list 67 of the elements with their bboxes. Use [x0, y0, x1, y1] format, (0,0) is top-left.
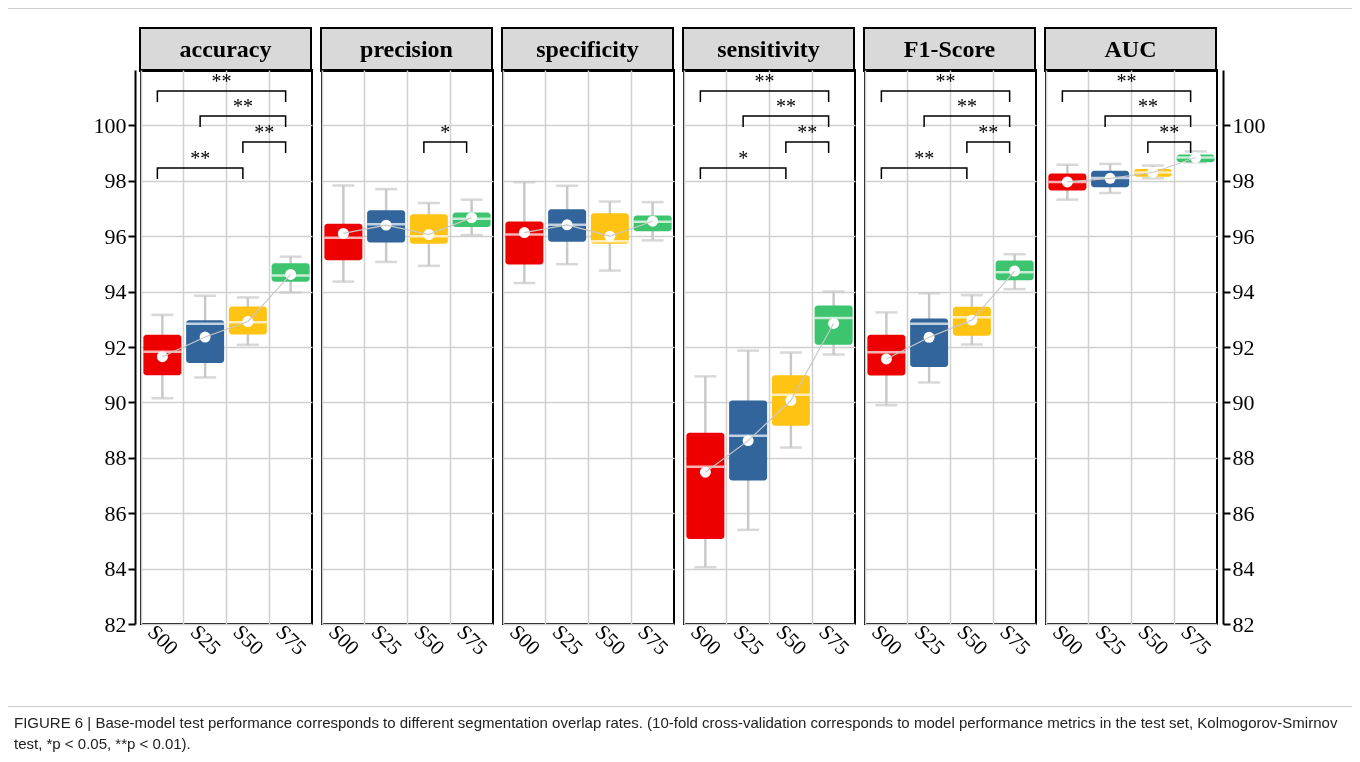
y-tick-label: 94: [104, 279, 127, 305]
x-tick-label: S25: [1090, 619, 1131, 660]
y-tick-label: 88: [104, 445, 127, 471]
annotation: **: [254, 121, 275, 143]
x-tick-label: S00: [505, 619, 546, 660]
y-tick-label: 90: [104, 389, 127, 415]
x-tick-label: S25: [185, 619, 226, 660]
annotation: *: [440, 121, 451, 143]
y-tick-label: 92: [1232, 334, 1255, 360]
x-tick-label: S50: [1133, 619, 1174, 660]
y-tick-label: 82: [1232, 611, 1255, 637]
annotation: **: [935, 70, 956, 92]
y-tick-label: 100: [93, 112, 127, 138]
annotation: **: [978, 121, 999, 143]
x-tick-label: S75: [1176, 619, 1217, 660]
annotation: **: [775, 95, 796, 117]
y-tick-label: 90: [1232, 389, 1255, 415]
y-tick-label: 96: [1232, 223, 1255, 249]
annotation: **: [914, 147, 935, 169]
x-tick-label: S50: [952, 619, 993, 660]
x-tick-label: S50: [409, 619, 450, 660]
x-tick-label: S75: [633, 619, 674, 660]
x-tick-label: S50: [590, 619, 631, 660]
caption: FIGURE 6 | Base-model test performance corresponds to different segmentation overlap rates. (10-fold cross-validation corresponds to model performance metrics in the test set, Kolmogorov-Smirnov test, *p < 0.05, **p < 0.01).: [14, 713, 1339, 754]
y-tick-label: 94: [1232, 279, 1255, 305]
panel-header: AUC: [1044, 27, 1217, 72]
y-tick-label: 96: [104, 223, 127, 249]
x-tick-label: S25: [366, 619, 407, 660]
y-tick-label: 88: [1232, 445, 1255, 471]
y-tick-label: 86: [1232, 500, 1255, 526]
panel-header: precision: [320, 27, 493, 72]
x-tick-label: S00: [1048, 619, 1089, 660]
x-tick-label: S00: [867, 619, 908, 660]
annotation: **: [956, 95, 977, 117]
annotation: **: [232, 95, 253, 117]
y-tick-label: 86: [104, 500, 127, 526]
x-tick-label: S75: [814, 619, 855, 660]
y-tick-label: 92: [104, 334, 127, 360]
annotation: **: [754, 70, 775, 92]
x-tick-label: S00: [324, 619, 365, 660]
y-tick-label: 82: [104, 611, 127, 637]
x-tick-label: S50: [771, 619, 812, 660]
y-tick-label: 98: [1232, 168, 1255, 194]
x-tick-label: S75: [452, 619, 493, 660]
x-tick-label: S25: [547, 619, 588, 660]
x-tick-label: S75: [995, 619, 1036, 660]
annotation: **: [211, 70, 232, 92]
annotation: *: [738, 147, 749, 169]
y-tick-label: 84: [104, 556, 127, 582]
x-tick-label: S25: [909, 619, 950, 660]
x-tick-label: S25: [728, 619, 769, 660]
annotation: **: [1116, 70, 1137, 92]
panel-header: F1-Score: [863, 27, 1036, 72]
annotation: **: [1159, 121, 1180, 143]
y-tick-label: 84: [1232, 556, 1255, 582]
panel-header: accuracy: [139, 27, 312, 72]
x-tick-label: S00: [686, 619, 727, 660]
annotation: **: [1137, 95, 1158, 117]
panel-header: specificity: [501, 27, 674, 72]
y-tick-label: 100: [1232, 112, 1266, 138]
x-tick-label: S00: [143, 619, 184, 660]
x-tick-label: S50: [228, 619, 269, 660]
annotation: **: [797, 121, 818, 143]
y-tick-label: 98: [104, 168, 127, 194]
annotation: **: [190, 147, 211, 169]
panel-header: sensitivity: [682, 27, 855, 72]
x-tick-label: S75: [271, 619, 312, 660]
